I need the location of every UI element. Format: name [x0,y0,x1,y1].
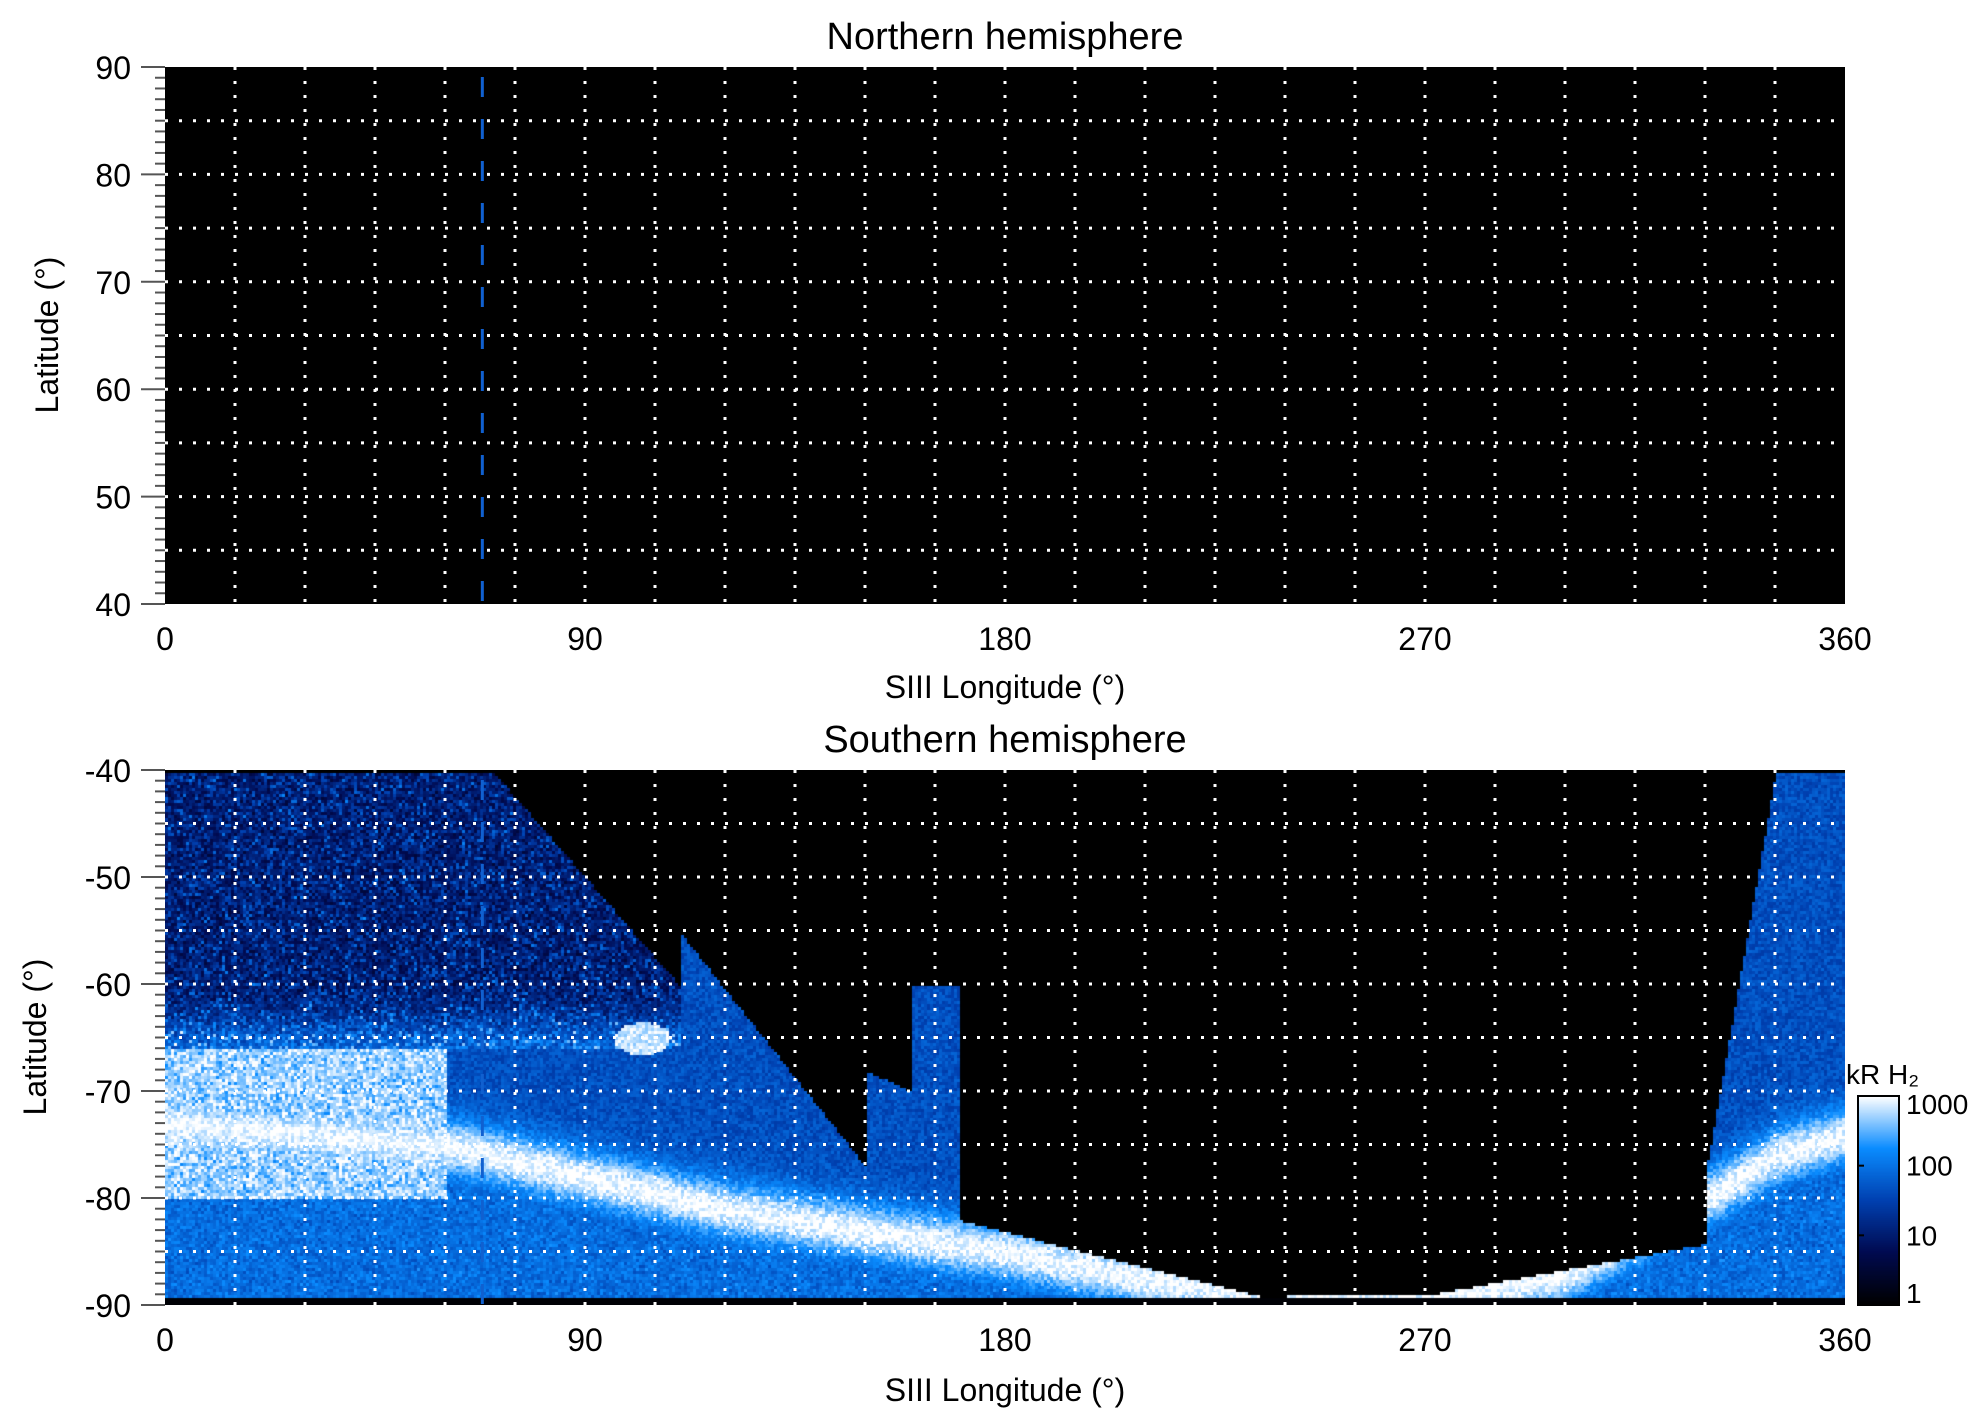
x-tick-label: 270 [1398,621,1451,657]
y-tick-label: -80 [85,1181,131,1217]
south-ylabel: Latitude (°) [17,959,53,1116]
y-tick-label: -90 [85,1288,131,1324]
x-tick-label: 0 [156,1322,174,1358]
south-xlabel: SIII Longitude (°) [885,1372,1125,1408]
north-ylabel: Latitude (°) [29,257,65,414]
colorbar-tick-label: 10 [1906,1220,1937,1251]
y-tick-label: -70 [85,1074,131,1110]
y-tick-label: -60 [85,967,131,1003]
y-tick-label: 60 [95,372,131,408]
colorbar-tick-label: 1 [1906,1278,1922,1309]
y-tick-label: -50 [85,860,131,896]
y-tick-label: 90 [95,50,131,86]
colorbar-label: kR H₂ [1846,1059,1919,1090]
y-tick-label: 40 [95,587,131,623]
y-tick-label: 50 [95,480,131,516]
x-tick-label: 90 [567,1322,603,1358]
x-tick-label: 360 [1818,621,1871,657]
north-title: Northern hemisphere [827,16,1184,58]
x-tick-label: 360 [1818,1322,1871,1358]
south-title: Southern hemisphere [823,719,1186,761]
y-tick-label: 70 [95,265,131,301]
north-xlabel: SIII Longitude (°) [885,669,1125,705]
y-tick-label: 80 [95,157,131,193]
x-tick-label: 90 [567,621,603,657]
x-tick-label: 180 [978,1322,1031,1358]
colorbar-gradient [1858,1096,1899,1305]
colorbar-frame [1857,1095,1900,1306]
colorbar-tick-label: 1000 [1906,1089,1968,1120]
y-tick-label: -40 [85,753,131,789]
x-tick-label: 0 [156,621,174,657]
colorbar-tick-label: 100 [1906,1151,1953,1182]
x-tick-label: 180 [978,621,1031,657]
x-tick-label: 270 [1398,1322,1451,1358]
